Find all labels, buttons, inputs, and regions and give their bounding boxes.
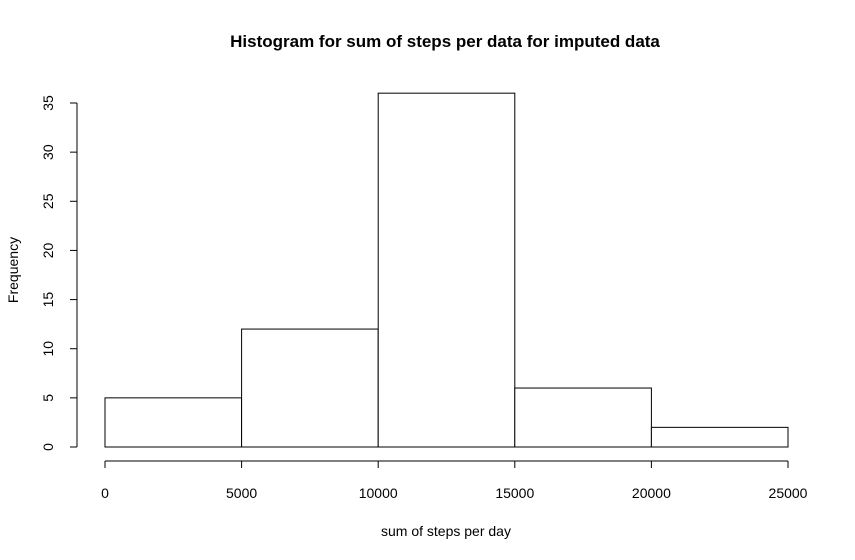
x-tick-label-3: 15000 xyxy=(495,485,534,501)
y-tick-label-2: 10 xyxy=(40,341,56,357)
x-tick-label-0: 0 xyxy=(101,485,109,501)
histogram-bar-4 xyxy=(650,426,789,448)
histogram-bar-0 xyxy=(104,397,243,448)
x-tick-label-5: 25000 xyxy=(769,485,808,501)
histogram-bar-3 xyxy=(514,387,652,448)
y-tick-label-1: 5 xyxy=(40,394,56,402)
x-axis: 0 5000 10000 15000 20000 25000 xyxy=(101,460,808,501)
histogram-bar-1 xyxy=(241,328,379,448)
y-tick-label-3: 15 xyxy=(40,292,56,308)
y-axis-label: Frequency xyxy=(5,237,21,303)
y-tick-label-4: 20 xyxy=(40,242,56,258)
x-tick-label-4: 20000 xyxy=(632,485,671,501)
bars-group xyxy=(104,92,789,448)
x-tick-label-2: 10000 xyxy=(359,485,398,501)
y-tick-label-5: 25 xyxy=(40,193,56,209)
y-axis: 0 5 10 15 20 25 30 35 xyxy=(40,95,78,451)
x-axis-label: sum of steps per day xyxy=(381,523,511,539)
y-tick-label-6: 30 xyxy=(40,144,56,160)
x-tick-label-1: 5000 xyxy=(226,485,257,501)
histogram-bar-2 xyxy=(377,92,516,448)
y-tick-label-0: 0 xyxy=(40,443,56,451)
chart-title: Histogram for sum of steps per data for … xyxy=(230,32,660,51)
y-tick-label-7: 35 xyxy=(40,95,56,111)
